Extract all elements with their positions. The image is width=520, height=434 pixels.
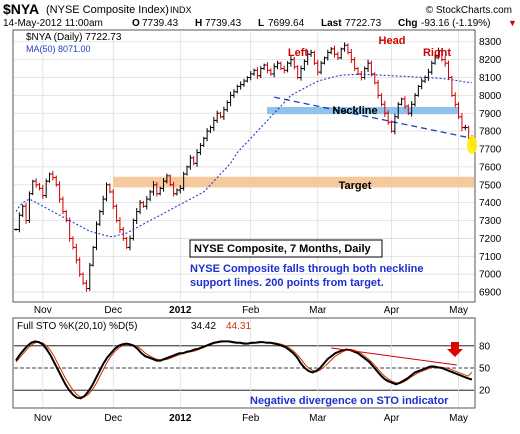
sto-month-label: Apr	[384, 413, 400, 424]
sto-legend-label: Full STO %K(20,10) %D(5)	[17, 321, 137, 332]
watermark: © StockCharts.com	[426, 5, 512, 16]
price-ytick-label: 7600	[479, 162, 502, 173]
quote-low: 7699.64	[268, 18, 305, 29]
price-ytick-label: 7900	[479, 109, 502, 120]
quote-open-label: O	[132, 18, 140, 29]
month-label: Apr	[384, 305, 400, 316]
quote-chg: -93.16 (-1.19%)	[421, 18, 490, 29]
sto-month-label: Feb	[242, 413, 260, 424]
sto-ytick-label: 50	[479, 364, 491, 375]
neckline-trend-line	[274, 96, 473, 139]
month-label: 2012	[169, 305, 192, 316]
symbol-title: $NYA	[3, 1, 39, 17]
price-ytick-label: 8000	[479, 91, 502, 102]
price-gridlines	[14, 31, 474, 301]
down-arrow-icon: ▼	[508, 18, 517, 28]
last-price-highlight	[467, 135, 477, 154]
sto-ytick-label: 80	[479, 341, 491, 352]
sto-k-value: 34.42	[191, 321, 216, 332]
quote-high-label: H	[195, 18, 202, 29]
price-ytick-label: 7500	[479, 180, 502, 191]
quote-last: 7722.73	[345, 18, 382, 29]
month-label: Feb	[242, 305, 260, 316]
quote-last-label: Last	[321, 18, 342, 29]
sto-ytick-label: 20	[479, 386, 491, 397]
price-ytick-label: 8100	[479, 73, 502, 84]
sto-month-label: 2012	[169, 413, 192, 424]
month-label: Dec	[104, 305, 122, 316]
price-ytick-label: 7200	[479, 234, 502, 245]
month-label: Mar	[309, 305, 327, 316]
annotation-neckline: Neckline	[332, 105, 377, 117]
exchange-label: INDX	[170, 5, 192, 15]
divergence-line	[331, 347, 457, 366]
ma50-line	[15, 73, 473, 238]
sto-month-label: Mar	[309, 413, 327, 424]
textbox-title-box	[189, 239, 383, 258]
price-y-axis: 6900 7000 7100 7200 7300 7400 7500 7600 7700 7800…	[479, 37, 502, 298]
annotation-right: Right	[423, 47, 451, 59]
sto-month-label: Dec	[104, 413, 122, 424]
legend-price: $NYA (Daily) 7722.73	[26, 32, 122, 43]
quote-high: 7739.43	[205, 18, 242, 29]
sto-k-line	[15, 340, 473, 400]
annotation-head: Head	[379, 35, 406, 47]
price-ytick-label: 7400	[479, 198, 502, 209]
annotation-target: Target	[339, 180, 372, 192]
price-panel: 6900 7000 7100 7200 7300 7400 7500 7600 7700 7800…	[12, 29, 502, 303]
index-name: (NYSE Composite Index)	[46, 4, 169, 16]
price-ytick-label: 7000	[479, 270, 502, 281]
sto-y-axis: 20 50 80	[479, 341, 491, 396]
price-ytick-label: 7100	[479, 252, 502, 263]
divergence-arrow-icon	[447, 342, 463, 357]
quote-open: 7739.43	[142, 18, 179, 29]
month-label: Nov	[34, 305, 52, 316]
textbox-line1: NYSE Composite falls through both neckli…	[190, 263, 423, 275]
sto-gridlines	[14, 319, 474, 407]
target-band	[113, 176, 474, 188]
sto-d-value: 44.31	[226, 321, 251, 332]
price-ytick-label: 8200	[479, 55, 502, 66]
quote-date: 14-May-2012 11:00am	[3, 18, 103, 29]
price-ytick-label: 6900	[479, 288, 502, 299]
price-plot-frame	[12, 29, 476, 303]
textbox-line2: support lines. 200 points from target.	[190, 277, 384, 289]
sto-month-label: Nov	[34, 413, 52, 424]
price-ytick-label: 8300	[479, 37, 502, 48]
sto-annotation: Negative divergence on STO indicator	[250, 395, 449, 407]
month-label: May	[449, 305, 468, 316]
price-x-axis: Nov Dec 2012 Feb Mar Apr May	[34, 305, 468, 316]
legend-ma: MA(50) 8071.00	[26, 44, 91, 54]
sto-month-label: May	[449, 413, 468, 424]
price-ytick-label: 7800	[479, 127, 502, 138]
neckline-band	[267, 106, 459, 115]
price-ytick-label: 7300	[479, 216, 502, 227]
quote-chg-label: Chg	[398, 18, 417, 29]
sto-x-axis: Nov Dec 2012 Feb Mar Apr May	[34, 413, 468, 424]
quote-low-label: L	[258, 18, 264, 29]
sto-panel: 20 50 80 Full STO %K(20,10) %D(5) 34.42 44…	[12, 317, 491, 409]
price-bars	[14, 42, 474, 292]
textbox-title: NYSE Composite, 7 Months, Daily	[194, 243, 372, 255]
annotation-left: Left	[288, 47, 309, 59]
price-ytick-label: 7700	[479, 145, 502, 156]
